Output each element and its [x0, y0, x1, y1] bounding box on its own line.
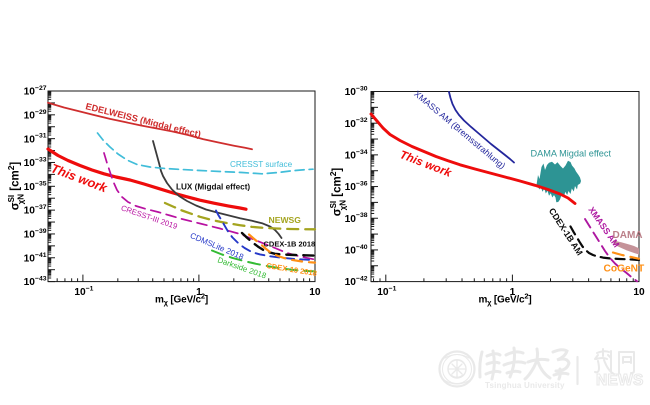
- svg-text:σSIχN [cm2]: σSIχN [cm2]: [328, 168, 348, 217]
- svg-text:σSIχN [cm2]: σSIχN [cm2]: [6, 162, 26, 211]
- svg-text:CDEX-1B 2018: CDEX-1B 2018: [264, 240, 316, 249]
- svg-text:DAMA: DAMA: [613, 230, 643, 241]
- svg-text:mχ [GeV/c2]: mχ [GeV/c2]: [478, 291, 531, 307]
- svg-text:CoGeNT: CoGeNT: [604, 264, 646, 275]
- svg-text:NEWSG: NEWSG: [269, 215, 302, 225]
- svg-text:10: 10: [633, 287, 645, 298]
- svg-text:Tsinghua University: Tsinghua University: [485, 381, 565, 390]
- svg-text:NEWS: NEWS: [596, 372, 644, 389]
- svg-text:mχ [GeV/c2]: mχ [GeV/c2]: [155, 291, 208, 307]
- svg-text:LUX (Migdal effect): LUX (Migdal effect): [176, 183, 250, 192]
- svg-text:1: 1: [196, 287, 202, 298]
- svg-text:CRESST surface: CRESST surface: [230, 160, 293, 169]
- svg-text:1: 1: [510, 287, 516, 298]
- svg-text:10: 10: [309, 287, 321, 298]
- svg-text:DAMA Migdal effect: DAMA Migdal effect: [531, 149, 612, 159]
